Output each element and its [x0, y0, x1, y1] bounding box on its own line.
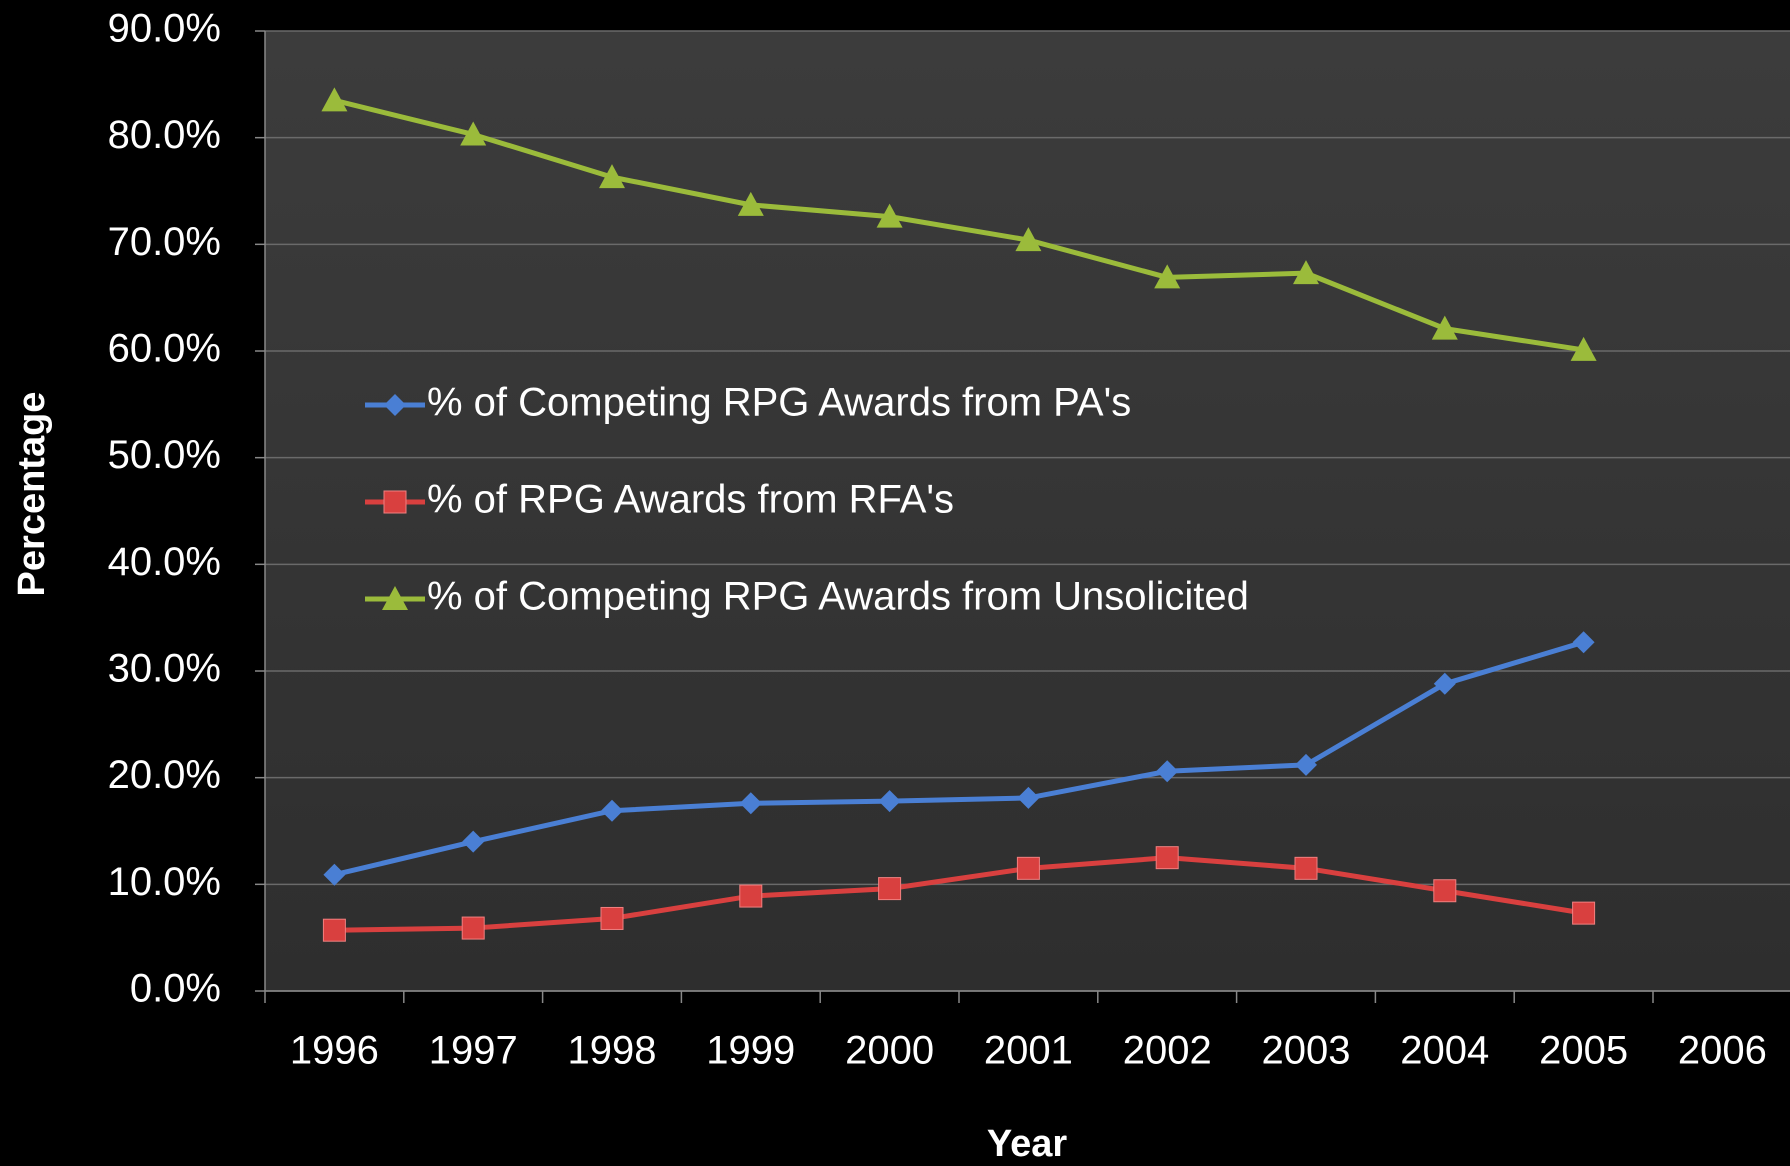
marker [1015, 227, 1042, 252]
marker [876, 203, 903, 228]
marker [1294, 856, 1318, 880]
legend-label: % of Competing RPG Awards from Unsolicit… [427, 575, 1249, 619]
x-tick-label: 2004 [1400, 1029, 1489, 1073]
legend-label: % of Competing RPG Awards from PA's [427, 381, 1131, 425]
series-line [333, 97, 1584, 353]
marker [601, 799, 623, 822]
marker [878, 877, 902, 901]
marker [1570, 336, 1597, 361]
marker [1572, 901, 1596, 925]
marker [382, 586, 408, 610]
x-tick-label: 2003 [1262, 1029, 1351, 1073]
y-tick-label: 40.0% [108, 540, 221, 584]
x-tick-label: 1999 [706, 1029, 795, 1073]
marker [737, 191, 764, 216]
y-axis-title: Percentage [11, 392, 53, 597]
marker [1017, 786, 1040, 809]
y-tick-label: 60.0% [108, 327, 221, 371]
x-tick-label: 2002 [1123, 1029, 1212, 1073]
marker [1433, 879, 1457, 903]
y-tick-label: 10.0% [108, 860, 221, 904]
y-tick-label: 50.0% [108, 433, 221, 477]
marker [323, 863, 346, 886]
x-tick-label: 1997 [429, 1029, 518, 1073]
marker [321, 87, 348, 112]
series-line [333, 639, 1585, 878]
marker [322, 918, 346, 942]
marker [462, 830, 485, 853]
marker [878, 790, 901, 813]
marker [1431, 315, 1458, 340]
series-line [334, 855, 1584, 933]
x-tick-label: 2000 [845, 1029, 934, 1073]
y-tick-label: 30.0% [108, 647, 221, 691]
marker [1293, 260, 1319, 285]
marker [1433, 672, 1456, 695]
marker [384, 394, 406, 416]
y-tick-label: 70.0% [108, 220, 221, 264]
x-tick-label: 2005 [1539, 1029, 1628, 1073]
y-tick-label: 90.0% [108, 7, 221, 51]
marker [460, 121, 487, 146]
marker [1572, 631, 1595, 654]
y-tick-label: 80.0% [108, 113, 221, 157]
marker [1155, 846, 1179, 870]
x-tick-label: 1996 [290, 1029, 379, 1073]
marker [461, 916, 485, 940]
x-tick-label: 2006 [1678, 1029, 1767, 1073]
marker [1295, 753, 1317, 776]
x-axis-title: Year [987, 1123, 1068, 1165]
marker [600, 906, 624, 930]
marker [739, 884, 763, 908]
marker [599, 164, 625, 189]
marker [1154, 264, 1181, 289]
y-tick-label: 0.0% [130, 967, 221, 1011]
marker [1016, 856, 1040, 880]
x-tick-label: 2001 [984, 1029, 1073, 1073]
legend-label: % of RPG Awards from RFA's [427, 478, 954, 522]
marker [383, 490, 407, 514]
x-tick-label: 1998 [568, 1029, 657, 1073]
marker [1156, 760, 1179, 783]
marker [739, 792, 762, 815]
y-tick-label: 20.0% [108, 753, 221, 797]
